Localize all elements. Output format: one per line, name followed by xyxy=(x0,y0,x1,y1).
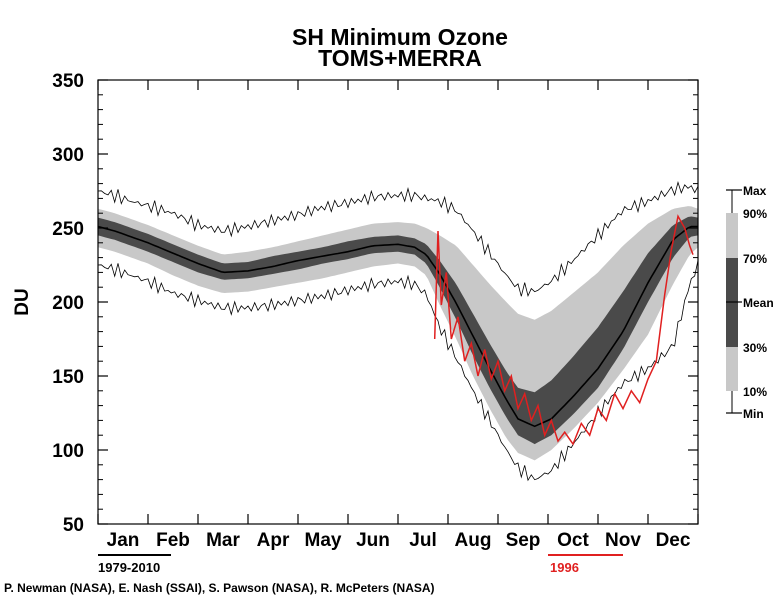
x-tick-label: Aug xyxy=(455,530,492,551)
x-tick-label: Dec xyxy=(656,530,691,551)
x-tick-label: Jul xyxy=(409,530,436,551)
series-min-line xyxy=(97,260,699,482)
plot-content xyxy=(97,180,699,482)
y-tick-label: 300 xyxy=(52,145,84,166)
band-30-70-percentile xyxy=(98,216,698,445)
y-tick-label: 50 xyxy=(63,515,84,536)
legend: Max 90% 70% Mean 30% 10% Min xyxy=(726,184,774,421)
legend-label: Mean xyxy=(743,296,774,310)
legend-label: Min xyxy=(743,407,764,421)
x-tick-label: Jun xyxy=(356,530,390,551)
y-tick-label: 200 xyxy=(52,293,84,314)
legend-label: Max xyxy=(743,184,767,198)
legend-label: 30% xyxy=(743,341,767,355)
chart-subtitle: TOMS+MERRA xyxy=(318,45,482,71)
legend-label: 90% xyxy=(743,207,767,221)
x-tick-label: Oct xyxy=(557,530,589,551)
series-mean-line xyxy=(97,225,698,428)
legend-label: 10% xyxy=(743,385,767,399)
y-tick-label: 350 xyxy=(52,71,84,92)
axis-ticks: 50 100 150 200 250 300 350 Jan Feb Mar Apr May Jun Ju… xyxy=(52,71,699,551)
y-axis-label: DU xyxy=(12,288,33,315)
series-1996-line xyxy=(433,214,694,446)
period-label: 1979-2010 xyxy=(98,560,160,575)
highlight-label: 1996 xyxy=(550,560,579,575)
y-tick-label: 100 xyxy=(52,441,84,462)
series-max-line xyxy=(97,180,699,298)
x-tick-label: Nov xyxy=(605,530,641,551)
x-tick-label: Mar xyxy=(206,530,240,551)
chart-title: SH Minimum Ozone xyxy=(292,24,508,50)
x-tick-label: May xyxy=(305,530,342,551)
x-tick-label: Jan xyxy=(107,530,140,551)
y-tick-label: 250 xyxy=(52,219,84,240)
x-tick-label: Feb xyxy=(156,530,190,551)
x-tick-label: Sep xyxy=(506,530,541,551)
x-tick-label: Apr xyxy=(257,530,290,551)
legend-label: 70% xyxy=(743,252,767,266)
credits-text: P. Newman (NASA), E. Nash (SSAI), S. Paw… xyxy=(4,581,435,595)
y-tick-label: 150 xyxy=(52,367,84,388)
